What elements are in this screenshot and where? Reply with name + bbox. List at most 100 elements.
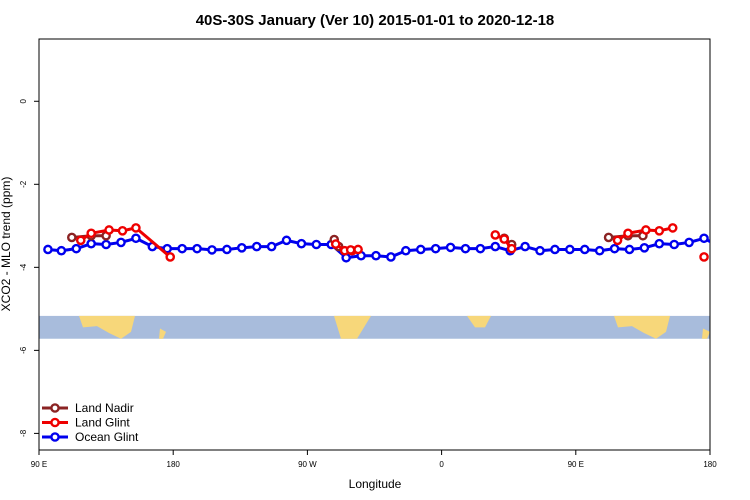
x-tick-label: 180 xyxy=(167,460,181,469)
ocean-glint-point xyxy=(236,243,247,253)
ocean-glint-point xyxy=(715,243,722,250)
legend-label: Ocean Glint xyxy=(75,430,139,444)
ocean-glint-point xyxy=(86,238,96,249)
ocean-glint-point xyxy=(401,245,411,256)
ocean-glint-point xyxy=(624,244,635,255)
land-glint-point xyxy=(75,235,86,246)
land-glint-point xyxy=(330,239,341,249)
legend-label: Land Nadir xyxy=(75,401,134,415)
ocean-glint-point xyxy=(520,241,530,252)
land-glint-point xyxy=(117,225,128,236)
land-glint-point xyxy=(667,223,678,233)
land-glint-point xyxy=(104,225,114,235)
ocean-glint-point xyxy=(654,238,665,249)
land-glint-point xyxy=(165,252,176,262)
land-glint-point xyxy=(490,230,501,240)
ocean-glint-point xyxy=(490,241,501,252)
x-tick-label: 180 xyxy=(703,460,717,469)
legend-item-land-glint: Land Glint xyxy=(42,416,130,430)
x-tick-label: 0 xyxy=(439,460,444,469)
ocean-glint-point xyxy=(594,245,605,256)
legend-item-land-nadir: Land Nadir xyxy=(42,401,134,415)
ocean-glint-point xyxy=(669,239,680,250)
y-tick-label: -8 xyxy=(19,429,28,437)
new-zealand-land-right xyxy=(702,328,710,339)
land-glint-point xyxy=(345,245,356,255)
land-glint-point xyxy=(499,234,510,244)
land-glint-point xyxy=(641,225,651,235)
ocean-glint-point xyxy=(162,243,173,254)
x-tick-label: 90 W xyxy=(298,460,317,469)
ocean-glint-point xyxy=(43,244,53,255)
ocean-glint-point xyxy=(281,235,292,246)
land-glint-point xyxy=(86,228,96,239)
new-zealand-land-left xyxy=(159,328,166,339)
legend-item-ocean-glint: Ocean Glint xyxy=(42,430,139,444)
australia-land-left xyxy=(79,315,135,339)
y-axis-label: XCO2 - MLO trend (ppm) xyxy=(0,177,13,312)
ocean-glint-point xyxy=(251,241,262,252)
ocean-glint-point xyxy=(684,237,694,248)
south-america-land xyxy=(334,315,371,339)
ocean-glint-point xyxy=(460,243,471,254)
ocean-glint-point xyxy=(71,243,82,254)
ocean-glint-point xyxy=(207,245,217,255)
y-tick-label: -4 xyxy=(19,263,28,271)
legend-marker xyxy=(50,403,60,413)
land-nadir-point xyxy=(603,232,614,243)
map-strip xyxy=(39,315,710,339)
x-axis: 90 E 180 90 W 0 90 E 180 xyxy=(31,450,717,469)
series-ocean-glint xyxy=(43,233,737,263)
australia-land-right xyxy=(614,315,670,339)
ocean-glint-point xyxy=(296,238,307,249)
ocean-glint-point xyxy=(535,245,545,256)
legend-label: Land Glint xyxy=(75,416,130,430)
y-tick-label: -2 xyxy=(19,180,28,188)
land-glint-point xyxy=(131,223,141,233)
ocean-glint-point xyxy=(430,243,441,254)
ocean-glint-point xyxy=(192,243,202,254)
ocean-glint-point xyxy=(311,239,322,250)
ocean-glint-point xyxy=(445,242,456,253)
ocean-glint-point xyxy=(177,243,187,254)
legend-marker xyxy=(50,432,60,442)
africa-land xyxy=(467,315,491,328)
land-glint-point xyxy=(353,244,363,255)
ocean-glint-point xyxy=(371,250,381,261)
ocean-glint-point xyxy=(386,252,396,262)
ocean-glint-point xyxy=(56,245,67,256)
land-glint-point xyxy=(612,235,623,246)
legend-marker xyxy=(50,417,60,428)
ocean-glint-point xyxy=(415,244,426,255)
ocean-glint-point xyxy=(116,237,126,248)
chart-title: 40S-30S January (Ver 10) 2015-01-01 to 2… xyxy=(196,12,555,29)
ocean-glint-point xyxy=(579,244,590,255)
y-tick-label: 0 xyxy=(19,98,28,103)
land-glint-point xyxy=(699,252,709,262)
series-layer xyxy=(43,223,737,263)
ocean-glint-point xyxy=(131,233,141,244)
ocean-glint-point xyxy=(609,243,620,254)
y-tick-label: -6 xyxy=(19,346,28,354)
ocean-glint-point xyxy=(565,244,575,255)
ocean-glint-point xyxy=(266,241,277,252)
x-tick-label: 90 E xyxy=(31,460,47,469)
ocean-glint-point xyxy=(475,243,486,254)
land-glint-point xyxy=(623,228,633,239)
ocean-glint-point xyxy=(101,239,111,250)
plot-frame xyxy=(38,38,711,451)
ocean-glint-point xyxy=(639,243,650,253)
ocean-glint-point xyxy=(699,233,709,244)
series-land-glint xyxy=(75,223,709,262)
ocean-glint-point xyxy=(222,244,232,255)
y-axis: 0 -2 -4 -6 -8 xyxy=(19,98,39,437)
land-glint-point xyxy=(654,225,665,236)
ocean-glint-point xyxy=(550,244,560,255)
x-axis-label: Longitude xyxy=(349,477,402,491)
land-glint-point xyxy=(506,243,517,254)
ocean-band xyxy=(39,315,710,339)
x-tick-label: 90 E xyxy=(568,460,584,469)
ocean-glint-point xyxy=(730,245,737,252)
